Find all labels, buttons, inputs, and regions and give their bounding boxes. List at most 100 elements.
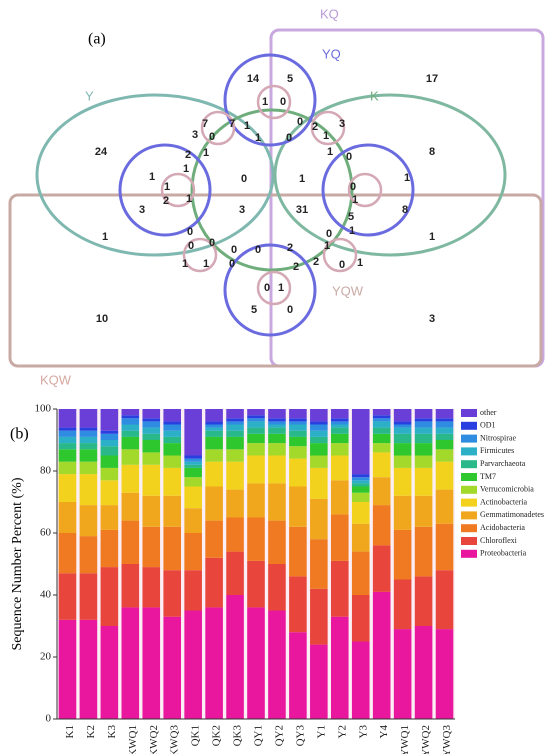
bar-segment <box>268 421 286 425</box>
bar-segment <box>414 526 433 577</box>
region-count: 1 <box>149 171 155 183</box>
bar-segment <box>142 452 161 465</box>
bar-segment <box>414 495 433 527</box>
bar-segment <box>58 461 77 475</box>
region-count: 8 <box>402 204 408 216</box>
bar-segment <box>184 533 202 571</box>
bar-segment <box>414 433 433 444</box>
bar-segment <box>142 440 161 453</box>
bar-segment <box>393 427 412 434</box>
legend-label: Acidobacteria <box>480 523 525 532</box>
bar-segment <box>142 433 161 440</box>
bar-segment <box>351 523 370 552</box>
region-count: 1 <box>203 258 209 270</box>
bar-segment <box>289 458 307 487</box>
bar-segment <box>79 443 98 450</box>
center-circle <box>190 108 354 272</box>
region-count: 1 <box>278 282 284 294</box>
y-tick-label: 20 <box>40 651 52 663</box>
bar-segment <box>142 427 161 434</box>
bar-segment <box>289 424 307 431</box>
region-count: 1 <box>244 120 250 132</box>
region-count: 31 <box>296 204 308 216</box>
bar-segment <box>100 505 119 530</box>
region-count: 1 <box>429 231 435 243</box>
bar-segment <box>247 421 265 428</box>
x-tick-label: QY2 <box>273 725 285 746</box>
bar-segment <box>351 483 370 487</box>
x-tick-label: K1 <box>64 725 76 738</box>
small-circle <box>182 237 218 273</box>
legend-label: TM7 <box>480 472 496 481</box>
region-count: 2 <box>293 261 299 273</box>
region-count: 14 <box>247 73 260 85</box>
bar-segment <box>205 436 223 450</box>
x-tick-label: Y1 <box>315 725 327 738</box>
bar-segment <box>79 427 98 431</box>
bar-segment <box>414 443 433 456</box>
bar-segment <box>163 424 182 431</box>
bar-segment <box>247 607 265 719</box>
bar-segment <box>393 629 412 719</box>
bar-segment <box>310 424 328 431</box>
bar-segment <box>58 427 77 431</box>
bar-segment <box>79 505 98 537</box>
bar-segment <box>414 421 433 428</box>
bar-segment <box>142 495 161 527</box>
region-count: 5 <box>287 73 293 85</box>
y-tick-label: 40 <box>40 589 52 601</box>
bar-segment <box>330 427 349 434</box>
bar-segment <box>351 474 370 478</box>
bar-segment <box>247 415 265 419</box>
region-count: 2 <box>313 256 319 268</box>
bar-segment <box>330 560 349 617</box>
bar-segment <box>435 418 454 422</box>
region-count: 1 <box>323 130 329 142</box>
bar-segment <box>163 616 182 719</box>
bar-segment <box>100 409 119 431</box>
bar-segment <box>372 545 391 592</box>
region-count: 0 <box>297 116 303 128</box>
bar-segment <box>372 505 391 546</box>
bar-segment <box>184 458 202 462</box>
bar-segment <box>268 427 286 434</box>
bar-segment <box>205 461 223 487</box>
bar-segment <box>163 455 182 468</box>
bar-segment <box>435 440 454 450</box>
bar-segment <box>435 421 454 428</box>
bar-segment <box>372 415 391 419</box>
bar-segment <box>330 443 349 456</box>
region-count: 0 <box>255 244 261 256</box>
bar-segment <box>310 644 328 719</box>
legend-swatch <box>461 473 477 481</box>
legend-swatch <box>461 447 477 456</box>
region-count: 1 <box>164 181 170 193</box>
bar-segment <box>393 455 412 468</box>
set-label: YQ <box>322 46 341 61</box>
blue-circle <box>118 143 212 237</box>
region-count: 1 <box>203 147 209 159</box>
bar-segment <box>163 421 182 425</box>
bar-segment <box>247 517 265 561</box>
bar-segment <box>58 449 77 462</box>
bar-segment <box>58 474 77 502</box>
region-count: 0 <box>350 181 356 193</box>
bar-segment <box>79 436 98 444</box>
bar-segment <box>310 498 328 540</box>
bar-segment <box>226 430 244 437</box>
legend-label: Nitrospirae <box>480 433 516 442</box>
bar-segment <box>393 443 412 456</box>
bar-segment <box>226 409 244 419</box>
bar-segment <box>79 449 98 462</box>
x-tick-label: QK1 <box>190 725 202 746</box>
bar-segment <box>372 409 391 416</box>
legend-swatch <box>461 485 477 494</box>
bar-segment <box>435 409 454 419</box>
small-circle <box>256 270 292 306</box>
legend-label: Verrucomicrobia <box>480 485 534 494</box>
region-count: 1 <box>404 172 410 184</box>
region-count: 1 <box>327 146 333 158</box>
bar-segment <box>79 409 98 428</box>
region-count: 17 <box>426 73 438 85</box>
